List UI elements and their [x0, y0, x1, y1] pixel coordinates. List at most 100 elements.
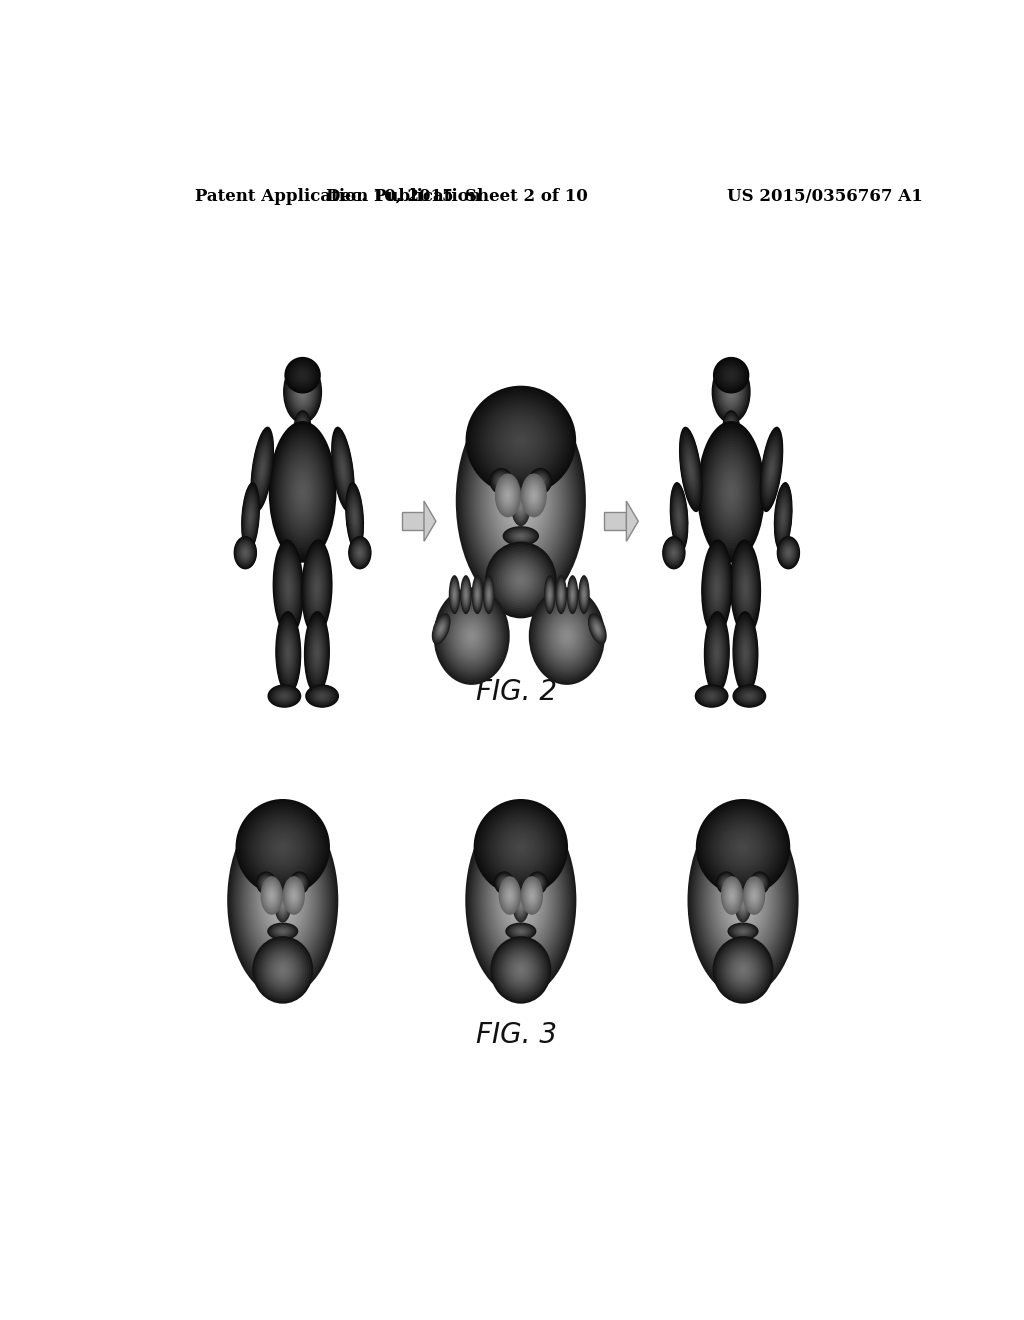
Ellipse shape	[738, 895, 748, 915]
Ellipse shape	[707, 554, 727, 620]
Text: Dec. 10, 2015  Sheet 2 of 10: Dec. 10, 2015 Sheet 2 of 10	[327, 187, 588, 205]
Ellipse shape	[500, 482, 516, 508]
Ellipse shape	[496, 475, 507, 487]
Ellipse shape	[489, 546, 552, 614]
Ellipse shape	[675, 500, 684, 533]
Ellipse shape	[723, 880, 740, 911]
Ellipse shape	[583, 589, 586, 601]
Ellipse shape	[321, 696, 324, 697]
Ellipse shape	[308, 624, 326, 681]
Ellipse shape	[698, 424, 764, 560]
Ellipse shape	[535, 879, 541, 887]
Ellipse shape	[781, 508, 785, 525]
Ellipse shape	[288, 368, 317, 416]
Ellipse shape	[483, 809, 559, 886]
Ellipse shape	[708, 558, 726, 616]
Ellipse shape	[723, 379, 739, 404]
Ellipse shape	[732, 548, 759, 628]
Ellipse shape	[498, 824, 545, 871]
Ellipse shape	[283, 360, 323, 424]
Ellipse shape	[713, 642, 721, 664]
Ellipse shape	[745, 880, 763, 911]
Ellipse shape	[697, 820, 790, 981]
Ellipse shape	[503, 884, 516, 907]
Ellipse shape	[780, 507, 785, 527]
Ellipse shape	[537, 597, 597, 675]
Ellipse shape	[275, 891, 290, 920]
Ellipse shape	[767, 453, 776, 487]
Ellipse shape	[293, 375, 312, 408]
Ellipse shape	[285, 363, 321, 421]
Ellipse shape	[243, 488, 258, 545]
Ellipse shape	[702, 544, 731, 632]
Ellipse shape	[498, 875, 511, 891]
Ellipse shape	[484, 579, 494, 610]
Ellipse shape	[733, 838, 753, 857]
Ellipse shape	[283, 635, 294, 671]
Ellipse shape	[297, 370, 308, 381]
Ellipse shape	[717, 368, 745, 416]
Ellipse shape	[462, 400, 581, 602]
Ellipse shape	[476, 591, 478, 598]
Ellipse shape	[588, 614, 606, 644]
Ellipse shape	[515, 491, 526, 511]
Ellipse shape	[663, 537, 685, 569]
Ellipse shape	[299, 385, 306, 399]
Ellipse shape	[487, 544, 554, 616]
Ellipse shape	[545, 579, 554, 610]
Ellipse shape	[493, 471, 510, 491]
Ellipse shape	[249, 511, 252, 523]
Ellipse shape	[675, 502, 683, 532]
Ellipse shape	[475, 589, 479, 601]
Ellipse shape	[746, 694, 752, 698]
Ellipse shape	[437, 593, 506, 680]
Ellipse shape	[716, 367, 746, 417]
Ellipse shape	[302, 424, 303, 426]
Ellipse shape	[499, 478, 505, 484]
Ellipse shape	[478, 804, 563, 891]
Ellipse shape	[719, 942, 767, 997]
Ellipse shape	[751, 890, 758, 902]
Ellipse shape	[505, 952, 538, 987]
Ellipse shape	[705, 436, 758, 549]
Ellipse shape	[288, 651, 289, 655]
Ellipse shape	[487, 842, 554, 958]
Ellipse shape	[251, 845, 314, 956]
Ellipse shape	[740, 895, 746, 906]
Ellipse shape	[281, 628, 296, 677]
Ellipse shape	[497, 461, 545, 541]
Ellipse shape	[503, 527, 539, 546]
Ellipse shape	[667, 543, 681, 562]
Ellipse shape	[274, 689, 295, 704]
Ellipse shape	[734, 616, 757, 689]
Ellipse shape	[464, 589, 468, 601]
Ellipse shape	[302, 424, 303, 426]
Ellipse shape	[286, 358, 319, 392]
Ellipse shape	[706, 618, 728, 688]
Ellipse shape	[729, 923, 758, 940]
Ellipse shape	[722, 878, 731, 888]
Ellipse shape	[243, 832, 323, 969]
Ellipse shape	[715, 645, 719, 660]
Ellipse shape	[722, 366, 740, 384]
Ellipse shape	[472, 814, 570, 986]
Ellipse shape	[724, 867, 762, 933]
Ellipse shape	[717, 871, 736, 895]
Ellipse shape	[298, 371, 307, 380]
Text: FIG. 2: FIG. 2	[476, 678, 557, 706]
Ellipse shape	[281, 565, 296, 611]
Ellipse shape	[518, 845, 523, 850]
Ellipse shape	[504, 527, 538, 545]
Ellipse shape	[672, 550, 676, 556]
Ellipse shape	[271, 688, 297, 705]
Ellipse shape	[439, 626, 442, 631]
Ellipse shape	[299, 483, 306, 500]
Ellipse shape	[560, 591, 562, 598]
Ellipse shape	[701, 689, 722, 704]
Ellipse shape	[440, 627, 442, 630]
Ellipse shape	[689, 465, 692, 474]
Ellipse shape	[294, 876, 305, 890]
Ellipse shape	[732, 880, 754, 920]
Ellipse shape	[292, 874, 307, 891]
Ellipse shape	[351, 503, 358, 531]
